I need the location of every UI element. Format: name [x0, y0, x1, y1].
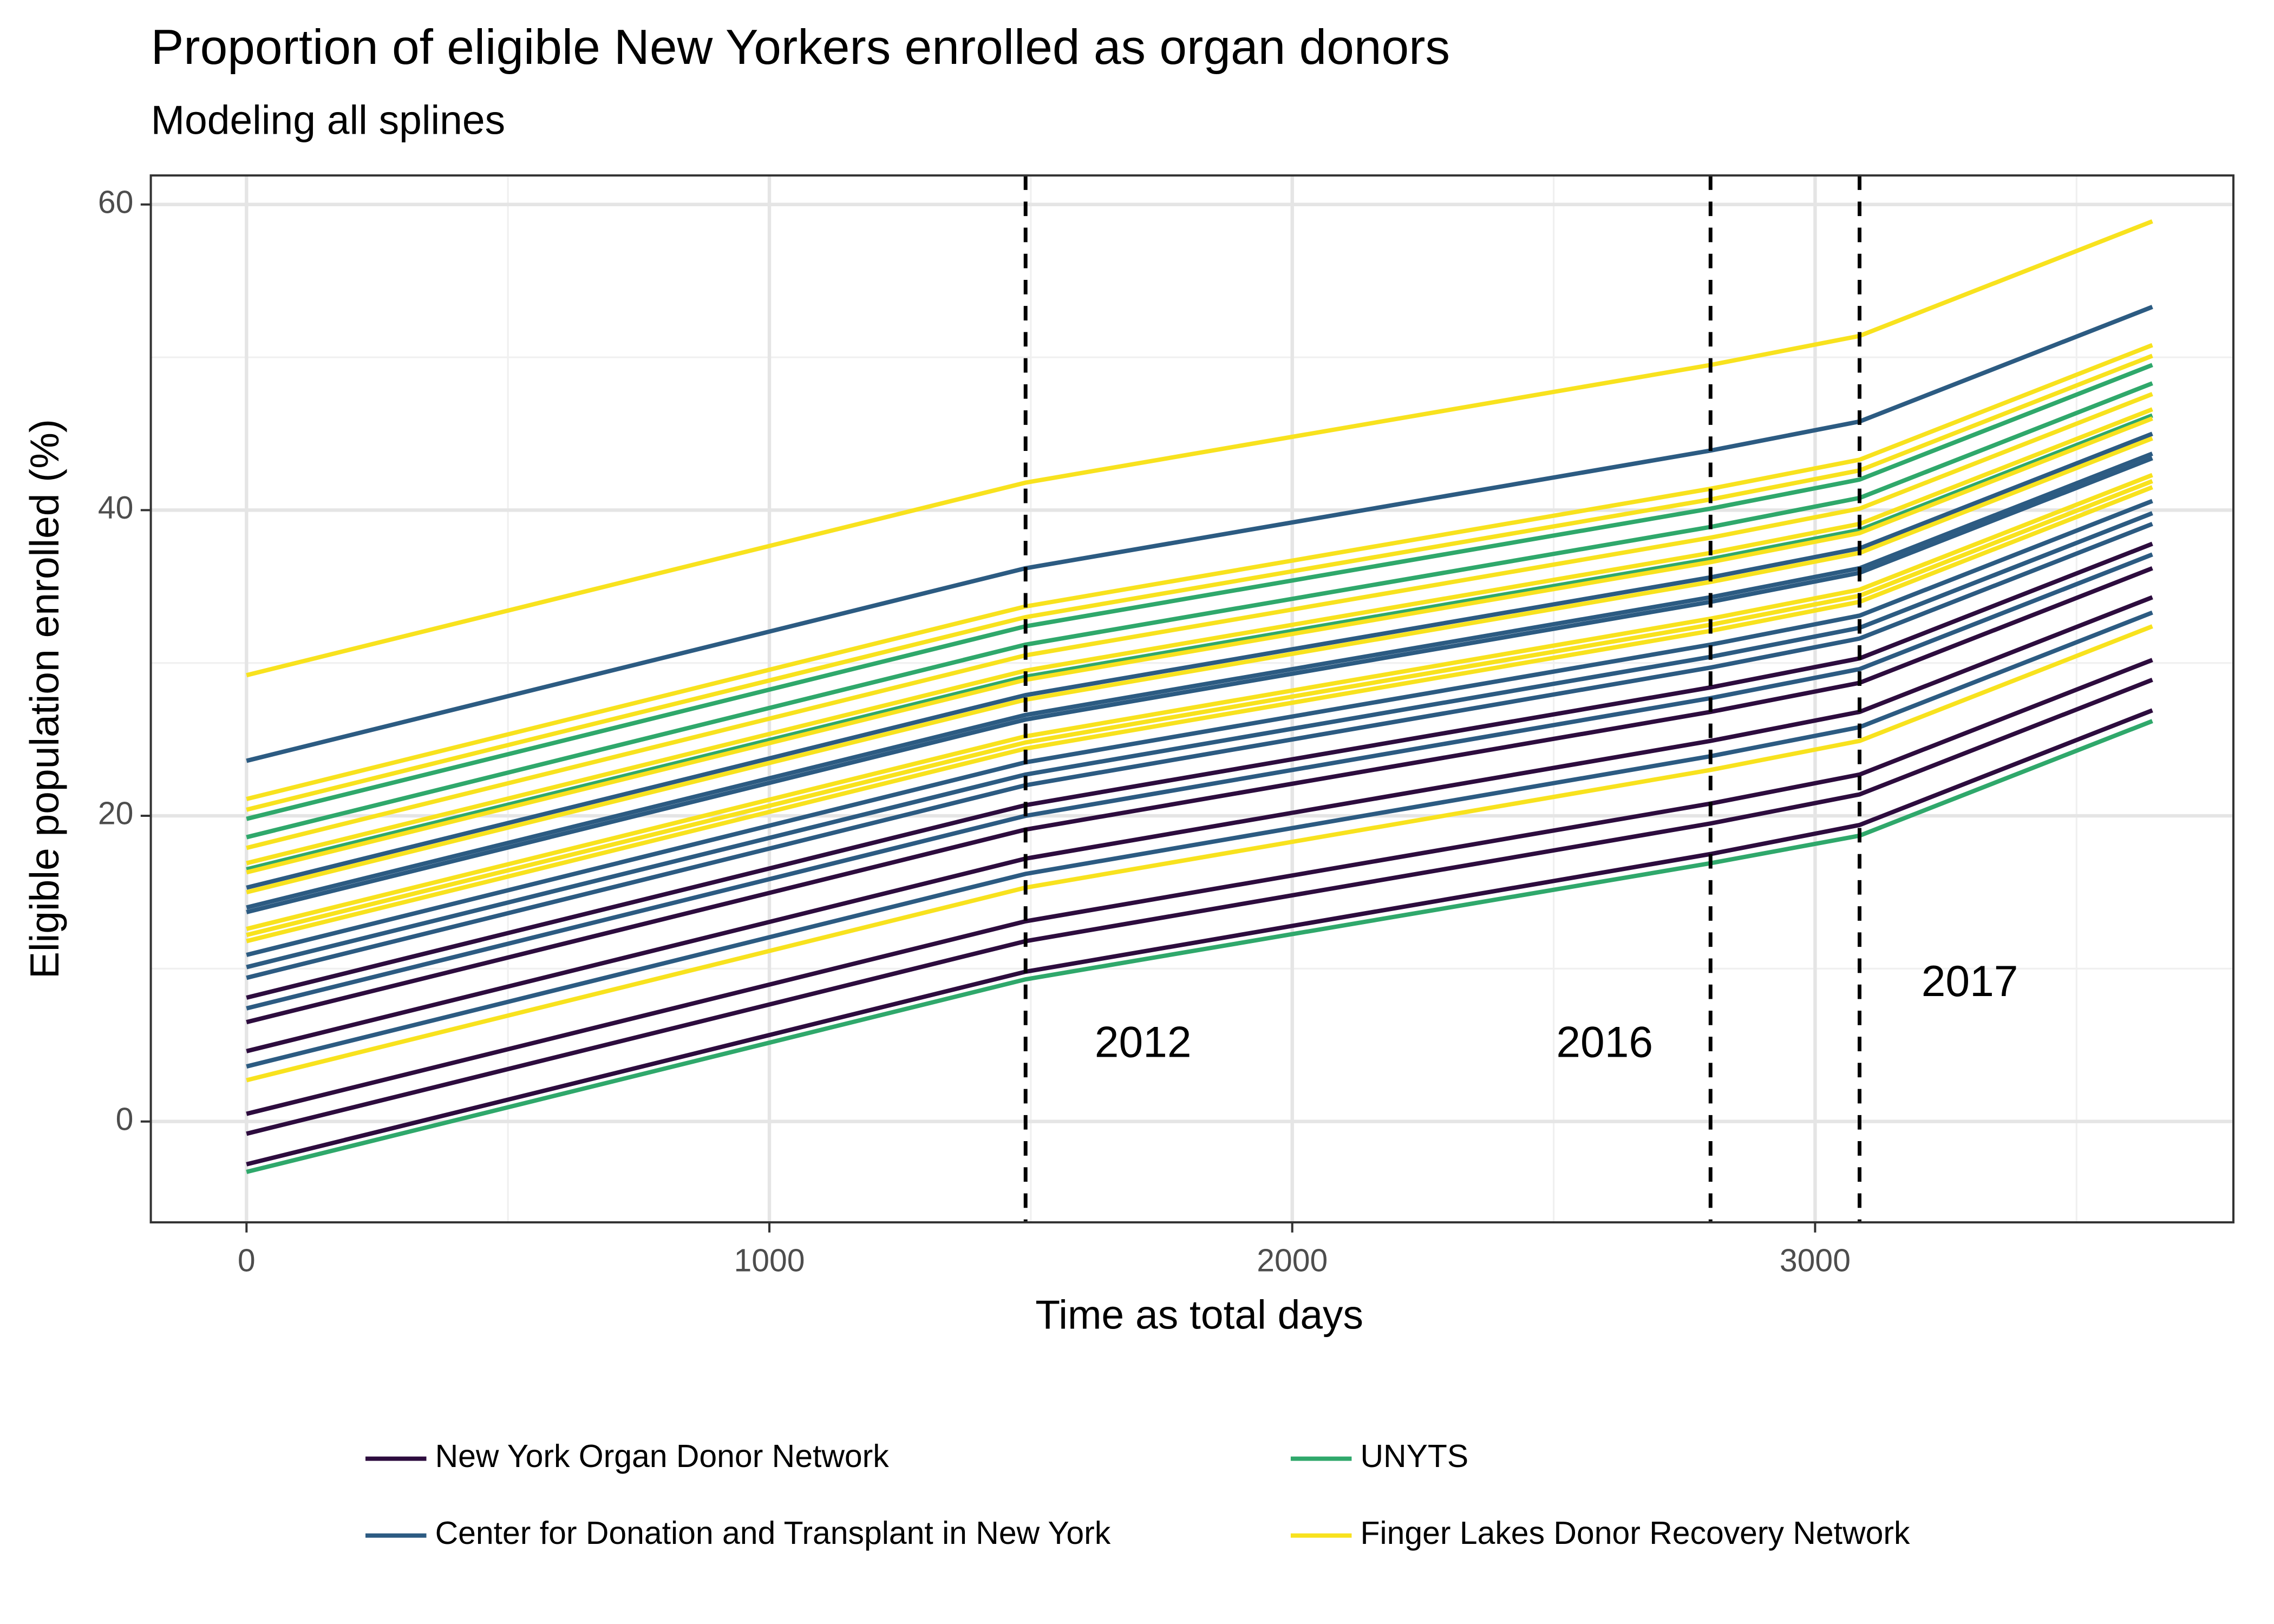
legend-item: Finger Lakes Donor Recovery Network: [1290, 1516, 1910, 1551]
series-line: [246, 499, 2153, 957]
legend-item: Center for Donation and Transplant in Ne…: [365, 1516, 1111, 1551]
legend-item: New York Organ Donor Network: [365, 1439, 889, 1474]
annotation-label: 2016: [1556, 1018, 1653, 1066]
y-tick-label: 0: [116, 1102, 134, 1137]
series-line: [246, 392, 2153, 850]
series-line: [246, 413, 2153, 872]
x-tick-label: 0: [238, 1243, 256, 1279]
y-axis-title: Eligible population enrolled (%): [22, 419, 67, 979]
x-tick-label: 2000: [1257, 1243, 1328, 1279]
x-tick-label: 1000: [734, 1243, 805, 1279]
series-line: [246, 624, 2153, 1083]
legend-label: Finger Lakes Donor Recovery Network: [1361, 1516, 1910, 1551]
legend-label: Center for Donation and Transplant in Ne…: [435, 1516, 1111, 1551]
series-line: [246, 595, 2153, 1053]
legend-label: UNYTS: [1361, 1439, 1469, 1474]
x-axis-title: Time as total days: [1035, 1292, 1363, 1338]
series-line: [246, 473, 2153, 931]
annotation-label: 2012: [1095, 1018, 1192, 1066]
series-line: [246, 541, 2153, 1000]
series-line: [246, 436, 2153, 895]
annotation-label: 2017: [1922, 957, 2018, 1006]
y-tick-label: 40: [98, 490, 134, 526]
plot-area: 0 1000 2000 3000 0 20 40 60 2012 2016 2017: [98, 174, 2235, 1279]
series-line: [246, 363, 2153, 821]
y-tick-label: 20: [98, 796, 134, 831]
y-tick-label: 60: [98, 185, 134, 220]
chart-title: Proportion of eligible New Yorkers enrol…: [151, 20, 1450, 75]
legend-label: New York Organ Donor Network: [435, 1439, 890, 1474]
series-line: [246, 522, 2153, 980]
x-tick-label: 3000: [1780, 1243, 1851, 1279]
chart-subtitle: Modeling all splines: [151, 97, 506, 142]
series-line: [246, 416, 2153, 875]
series-line: [246, 678, 2153, 1136]
series-line: [246, 708, 2153, 1167]
plot-border: [149, 174, 2235, 1224]
legend-item: UNYTS: [1290, 1439, 1469, 1474]
